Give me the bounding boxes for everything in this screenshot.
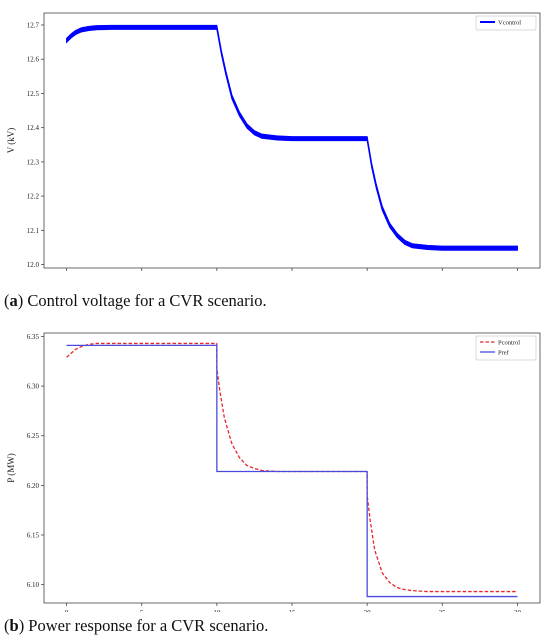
x-tick-label: 25	[439, 609, 447, 612]
legend-label-vcontrol: Vcontrol	[498, 20, 521, 27]
x-tick-label: 0	[65, 609, 69, 612]
x-tick-label: 5	[140, 609, 144, 612]
x-tick-label: 10	[213, 609, 221, 612]
y-tick-label: 6.35	[27, 333, 40, 341]
series-pcontrol-line	[66, 342, 518, 593]
y-tick-label: 12.7	[27, 21, 40, 29]
caption-a: (a) Control voltage for a CVR scenario.	[4, 291, 267, 310]
x-tick-label: 30	[514, 609, 522, 612]
y-tick-label: 12.0	[27, 261, 40, 269]
x-tick-label: 30	[514, 274, 522, 275]
y-tick-label: 6.25	[27, 432, 40, 440]
y-tick-label: 12.2	[27, 193, 40, 201]
x-tick-label: 15	[289, 274, 297, 275]
plot-frame	[43, 332, 541, 604]
y-tick-label: 12.6	[27, 56, 40, 64]
series-pref-line	[66, 344, 518, 598]
legend-label-pcontrol: Pcontrol	[498, 340, 520, 347]
y-axis-label: P (MW)	[6, 453, 16, 482]
y-tick-label: 6.30	[27, 383, 40, 391]
caption-a-text: ) Control voltage for a CVR scenario.	[17, 291, 267, 310]
y-tick-label: 12.3	[27, 158, 40, 166]
y-tick-label: 6.15	[27, 532, 40, 540]
caption-b-text: ) Power response for a CVR scenario.	[18, 616, 269, 635]
x-tick-label: 5	[140, 274, 144, 275]
x-tick-label: 0	[65, 274, 69, 275]
y-tick-label: 6.20	[27, 482, 40, 490]
series-vcontrol-band	[66, 24, 518, 251]
x-tick-label: 10	[213, 274, 221, 275]
y-axis-label: V (kV)	[6, 128, 16, 154]
legend-box	[475, 15, 537, 31]
power-chart: 0510152025306.106.156.206.256.306.35Time…	[6, 332, 541, 612]
y-tick-label: 6.10	[27, 581, 40, 589]
caption-a-label: a	[9, 291, 18, 310]
x-tick-label: 25	[439, 274, 447, 275]
legend-label-pref: Pref	[498, 350, 510, 357]
x-tick-label: 20	[364, 274, 372, 275]
x-tick-label: 15	[289, 609, 297, 612]
voltage-chart: 0 5 10 15 20 25 30 12.0 12.1 12.2 12.3 12.4 12.5 12.6…	[6, 12, 541, 275]
caption-b-label: b	[9, 616, 19, 635]
y-tick-label: 12.5	[27, 90, 40, 98]
y-tick-label: 12.1	[27, 227, 40, 235]
caption-b: (b) Power response for a CVR scenario.	[4, 616, 269, 635]
x-tick-label: 20	[364, 609, 372, 612]
y-tick-label: 12.4	[27, 124, 40, 132]
